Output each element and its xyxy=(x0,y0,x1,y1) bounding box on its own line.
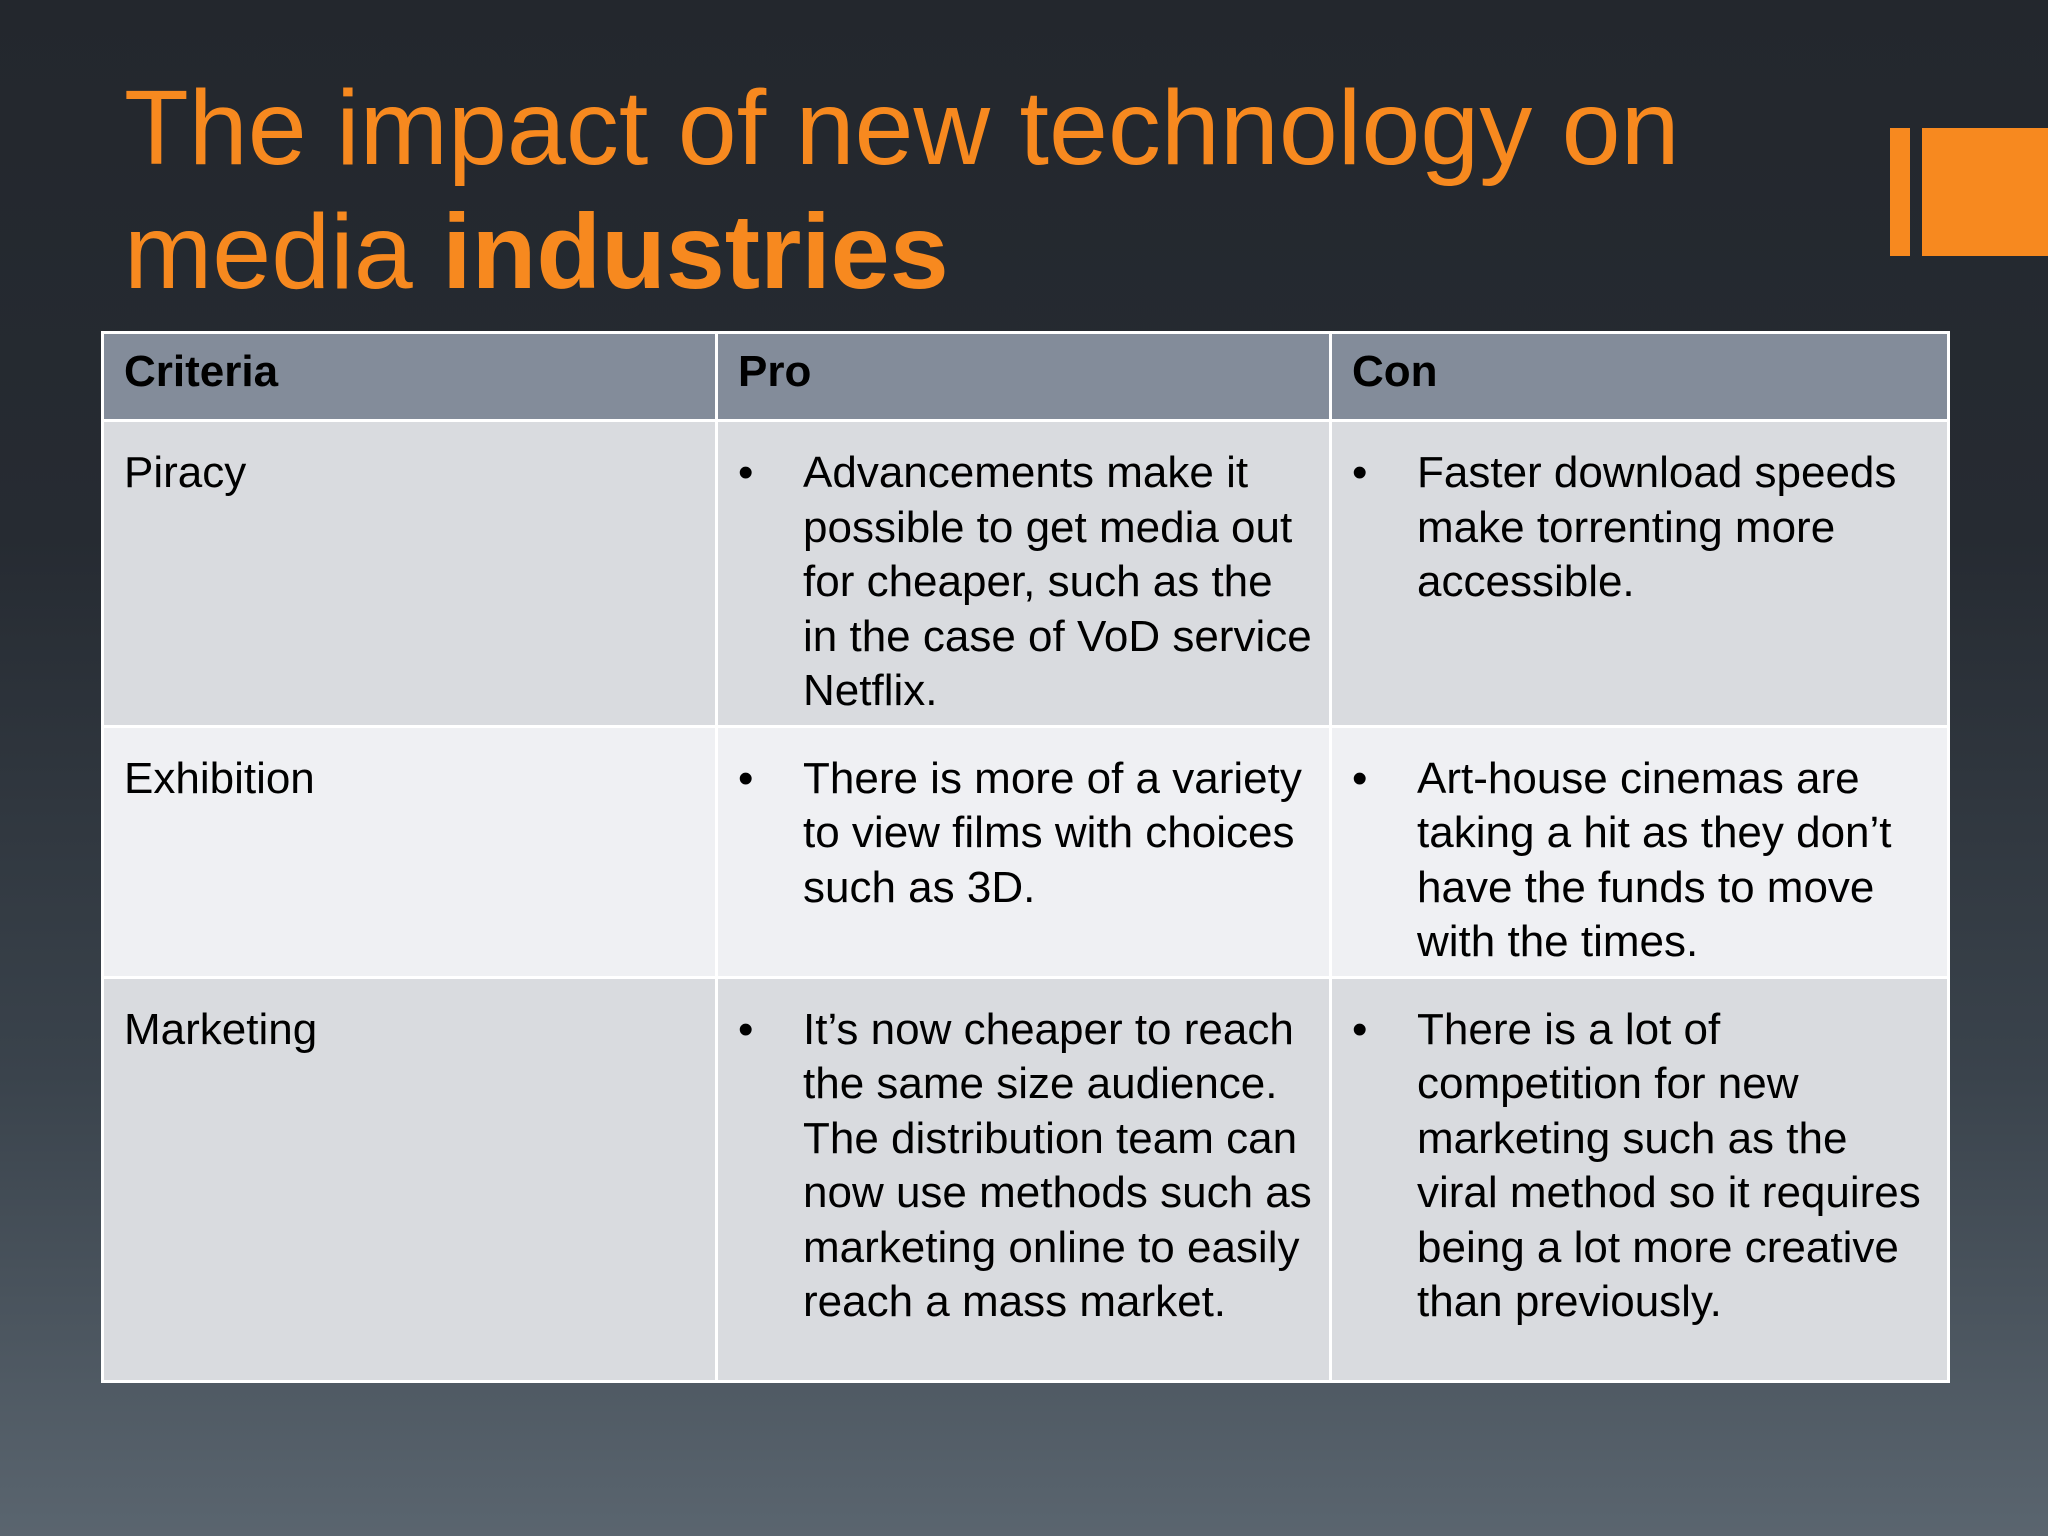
bullet-marker: • xyxy=(1352,753,1368,803)
slide-title-regular: The impact of new technology on media xyxy=(124,69,1680,311)
table-header-row: Criteria Pro Con xyxy=(101,331,1950,422)
bullet-marker: • xyxy=(1352,448,1368,497)
accent-block-decoration xyxy=(1922,128,2048,256)
table-row-exhibition: Exhibition • There is more of a variety … xyxy=(101,724,1950,979)
cell-pro-text: It’s now cheaper to reach the same size … xyxy=(803,1004,1312,1327)
slide-title-bold: industries xyxy=(442,193,949,311)
accent-bar-decoration xyxy=(1890,128,1910,256)
comparison-table: Criteria Pro Con Piracy • Advancements m… xyxy=(101,331,1950,1383)
cell-pro-text: There is more of a variety to view films… xyxy=(803,753,1302,912)
table-row-marketing: Marketing • It’s now cheaper to reach th… xyxy=(101,975,1950,1383)
cell-con: • There is a lot of competition for new … xyxy=(1329,975,1950,1383)
cell-pro: • There is more of a variety to view fil… xyxy=(715,724,1332,979)
cell-con-text: Art-house cinemas are taking a hit as th… xyxy=(1417,753,1892,967)
table-row-piracy: Piracy • Advancements make it possible t… xyxy=(101,419,1950,728)
cell-con-text: Faster download speeds make torrenting m… xyxy=(1417,448,1897,606)
comparison-table-container: Criteria Pro Con Piracy • Advancements m… xyxy=(101,331,1950,1383)
cell-criteria: Marketing xyxy=(101,975,718,1383)
header-pro: Pro xyxy=(715,331,1332,422)
bullet-marker: • xyxy=(738,1004,754,1054)
header-con: Con xyxy=(1329,331,1950,422)
bullet-marker: • xyxy=(738,753,754,803)
bullet-marker: • xyxy=(738,448,754,497)
cell-con: • Faster download speeds make torrenting… xyxy=(1329,419,1950,728)
cell-criteria: Exhibition xyxy=(101,724,718,979)
cell-pro-text: Advancements make it possible to get med… xyxy=(803,448,1312,715)
slide-title: The impact of new technology on media in… xyxy=(124,66,1764,314)
header-criteria: Criteria xyxy=(101,331,718,422)
cell-pro: • It’s now cheaper to reach the same siz… xyxy=(715,975,1332,1383)
bullet-marker: • xyxy=(1352,1004,1368,1054)
cell-con-text: There is a lot of competition for new ma… xyxy=(1417,1004,1921,1327)
cell-criteria: Piracy xyxy=(101,419,718,728)
cell-pro: • Advancements make it possible to get m… xyxy=(715,419,1332,728)
cell-con: • Art-house cinemas are taking a hit as … xyxy=(1329,724,1950,979)
